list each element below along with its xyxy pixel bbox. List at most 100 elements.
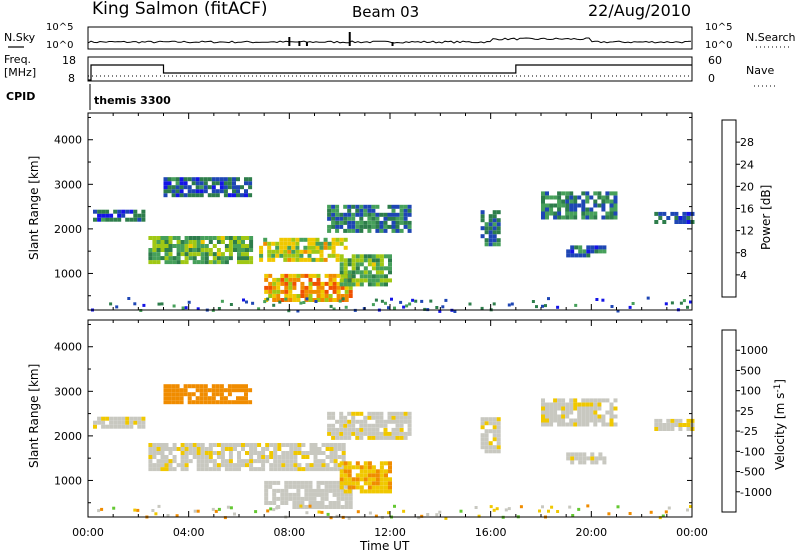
heatmap-cell bbox=[375, 411, 380, 416]
heatmap-cell bbox=[156, 256, 161, 261]
heatmap-cell bbox=[557, 422, 562, 427]
heatmap-cell bbox=[313, 463, 318, 468]
heatmap-cell bbox=[609, 215, 614, 220]
heatmap-cell bbox=[191, 400, 196, 405]
heatmap-cell bbox=[355, 435, 360, 440]
heatmap-cell bbox=[324, 496, 329, 501]
heatmap-cell bbox=[215, 177, 220, 182]
heatmap-cell bbox=[351, 266, 356, 271]
heatmap-cell bbox=[183, 193, 188, 198]
heatmap-cell bbox=[129, 217, 134, 222]
heatmap-cell bbox=[220, 236, 225, 240]
heatmap-cell bbox=[188, 451, 193, 455]
heatmap-cell bbox=[388, 481, 392, 486]
heatmap-cell bbox=[269, 455, 274, 459]
heatmap-cell bbox=[351, 254, 356, 259]
heatmap-cell bbox=[586, 456, 591, 461]
heatmap-cell bbox=[204, 447, 209, 451]
heatmap-cell bbox=[320, 294, 325, 298]
heatmap-cell bbox=[251, 301, 255, 305]
heatmap-cell bbox=[325, 447, 330, 451]
heatmap-cell bbox=[340, 285, 345, 290]
heatmap-cell bbox=[307, 237, 312, 242]
heatmap-cell bbox=[336, 289, 341, 294]
heatmap-cell bbox=[125, 217, 130, 222]
heatmap-cell bbox=[391, 216, 396, 221]
colorbar-tick-label: -500 bbox=[740, 466, 765, 479]
heatmap-cell bbox=[172, 236, 177, 240]
heatmap-cell bbox=[391, 224, 396, 229]
heatmap-cell bbox=[204, 451, 209, 455]
heatmap-cell bbox=[101, 424, 106, 429]
heatmap-cell bbox=[480, 214, 485, 219]
heatmap-cell bbox=[329, 459, 334, 464]
heatmap-cell bbox=[577, 418, 582, 423]
heatmap-cell bbox=[299, 504, 303, 508]
heatmap-cell bbox=[267, 249, 272, 254]
heatmap-cell bbox=[316, 480, 321, 485]
heatmap-cell bbox=[367, 427, 372, 432]
heatmap-cell bbox=[565, 406, 570, 411]
heatmap-cell bbox=[168, 256, 173, 261]
heatmap-cell bbox=[163, 185, 168, 190]
heatmap-cell bbox=[109, 302, 113, 306]
heatmap-cell bbox=[293, 451, 298, 455]
heatmap-cell bbox=[305, 297, 309, 301]
heatmap-cell bbox=[329, 447, 334, 451]
heatmap-cell bbox=[229, 303, 233, 306]
heatmap-cell bbox=[332, 285, 337, 290]
heatmap-cell bbox=[328, 505, 333, 509]
heatmap-cell bbox=[339, 481, 344, 486]
heatmap-cell bbox=[585, 414, 590, 419]
heatmap-cell bbox=[343, 465, 348, 470]
heatmap-cell bbox=[179, 193, 184, 198]
heatmap-cell bbox=[184, 467, 189, 472]
heatmap-cell bbox=[312, 492, 317, 497]
heatmap-cell bbox=[379, 224, 384, 229]
heatmap-cell bbox=[315, 245, 320, 250]
heatmap-cell bbox=[561, 418, 566, 423]
heatmap-cell bbox=[275, 253, 280, 258]
heatmap-cell bbox=[496, 210, 501, 215]
heatmap-cell bbox=[569, 398, 574, 403]
heatmap-cell bbox=[283, 245, 288, 250]
heatmap-cell bbox=[371, 278, 376, 283]
power-ylabel: Slant Range [km] bbox=[27, 156, 41, 260]
heatmap-cell bbox=[367, 431, 372, 436]
heatmap-cell bbox=[284, 488, 289, 493]
heatmap-cell bbox=[426, 513, 430, 516]
heatmap-cell bbox=[658, 516, 662, 520]
heatmap-cell bbox=[113, 420, 118, 425]
heatmap-cell bbox=[195, 185, 200, 190]
heatmap-cell bbox=[340, 492, 345, 497]
heatmap-cell bbox=[335, 427, 340, 432]
heatmap-cell bbox=[195, 388, 200, 393]
heatmap-cell bbox=[133, 508, 137, 512]
heatmap-cell bbox=[217, 307, 221, 310]
heatmap-cell bbox=[183, 384, 188, 389]
heatmap-cell bbox=[678, 418, 683, 423]
heatmap-cell bbox=[686, 508, 689, 512]
heatmap-cell bbox=[582, 249, 587, 254]
heatmap-cell bbox=[273, 443, 278, 447]
heatmap-cell bbox=[367, 216, 372, 221]
heatmap-cell bbox=[267, 241, 272, 246]
heatmap-cell bbox=[379, 473, 384, 478]
heatmap-cell bbox=[664, 302, 668, 306]
heatmap-cell bbox=[343, 258, 348, 263]
heatmap-cell bbox=[300, 281, 305, 286]
heatmap-cell bbox=[199, 392, 204, 397]
heatmap-cell bbox=[168, 248, 173, 252]
heatmap-cell bbox=[288, 294, 293, 298]
heatmap-cell bbox=[228, 455, 233, 459]
heatmap-cell bbox=[367, 254, 372, 259]
heatmap-cell bbox=[429, 299, 433, 303]
power-heatmap-cells bbox=[91, 177, 695, 313]
heatmap-cell bbox=[341, 451, 346, 455]
y-tick-label: 3000 bbox=[54, 385, 82, 398]
heatmap-cell bbox=[351, 415, 356, 420]
heatmap-cell bbox=[333, 463, 338, 468]
heatmap-cell bbox=[275, 241, 280, 246]
heatmap-cell bbox=[367, 477, 372, 482]
heatmap-cell bbox=[176, 252, 181, 257]
